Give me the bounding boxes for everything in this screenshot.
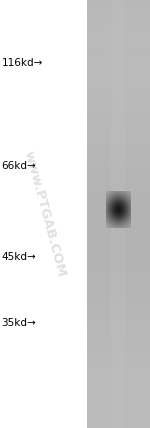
Bar <box>87 187 150 193</box>
Bar <box>87 278 150 283</box>
Bar <box>87 268 150 273</box>
Text: 116kd→: 116kd→ <box>2 58 43 68</box>
Bar <box>87 43 150 48</box>
Bar <box>87 80 150 86</box>
Bar <box>87 252 150 257</box>
Bar <box>87 160 150 166</box>
Bar <box>87 11 150 16</box>
Bar <box>87 75 150 80</box>
Bar <box>87 48 150 54</box>
Bar <box>87 150 150 155</box>
Bar <box>87 16 150 21</box>
Bar <box>87 337 150 342</box>
Bar <box>87 359 150 364</box>
Text: 45kd→: 45kd→ <box>2 252 36 262</box>
Bar <box>87 326 150 332</box>
Text: www.PTGAB.COM: www.PTGAB.COM <box>22 149 68 279</box>
Bar <box>87 235 150 241</box>
Bar <box>87 86 150 91</box>
Bar <box>87 284 150 289</box>
Text: 35kd→: 35kd→ <box>2 318 36 328</box>
Bar <box>87 348 150 353</box>
Bar <box>87 209 150 214</box>
Bar <box>87 289 150 294</box>
Bar <box>87 59 150 64</box>
Bar <box>87 316 150 321</box>
Bar <box>87 369 150 374</box>
Bar <box>87 0 150 6</box>
Bar <box>87 300 150 305</box>
Bar <box>87 134 150 139</box>
Bar <box>87 332 150 337</box>
Bar <box>87 27 150 32</box>
Bar <box>87 38 150 43</box>
Bar <box>87 54 150 59</box>
Bar <box>87 113 150 118</box>
Bar <box>87 32 150 38</box>
Bar <box>87 0 150 428</box>
Bar <box>87 91 150 96</box>
Bar <box>87 198 150 203</box>
Bar <box>87 64 150 70</box>
Bar <box>87 321 150 326</box>
Bar <box>87 391 150 396</box>
Bar <box>87 273 150 278</box>
Bar <box>87 353 150 358</box>
Bar <box>87 96 150 102</box>
Bar <box>87 294 150 300</box>
Bar <box>87 225 150 230</box>
Bar <box>87 171 150 177</box>
Bar <box>87 342 150 348</box>
Bar <box>87 262 150 268</box>
Bar <box>87 257 150 262</box>
Bar <box>87 401 150 407</box>
Bar <box>87 118 150 123</box>
Bar <box>87 380 150 385</box>
Bar <box>87 241 150 246</box>
Bar <box>87 123 150 128</box>
Bar <box>87 182 150 187</box>
Bar <box>87 417 150 422</box>
Bar <box>87 139 150 145</box>
Bar <box>87 364 150 369</box>
Bar <box>87 423 150 428</box>
Bar <box>87 6 150 11</box>
Bar <box>111 0 125 428</box>
Bar <box>87 145 150 150</box>
Bar <box>87 407 150 412</box>
Bar <box>87 214 150 219</box>
Bar <box>87 310 150 316</box>
Bar <box>87 166 150 171</box>
Text: 66kd→: 66kd→ <box>2 161 36 171</box>
Bar <box>87 305 150 310</box>
Bar <box>87 385 150 390</box>
Bar <box>87 102 150 107</box>
Bar <box>87 128 150 134</box>
Bar <box>87 193 150 198</box>
Bar <box>87 176 150 182</box>
Bar <box>87 155 150 160</box>
Bar <box>87 374 150 380</box>
Bar <box>87 21 150 27</box>
Bar <box>87 230 150 235</box>
Bar <box>87 412 150 417</box>
Bar <box>87 107 150 113</box>
Bar <box>87 203 150 208</box>
Bar <box>87 70 150 75</box>
Bar <box>87 246 150 252</box>
Bar <box>87 396 150 401</box>
Bar <box>87 219 150 225</box>
